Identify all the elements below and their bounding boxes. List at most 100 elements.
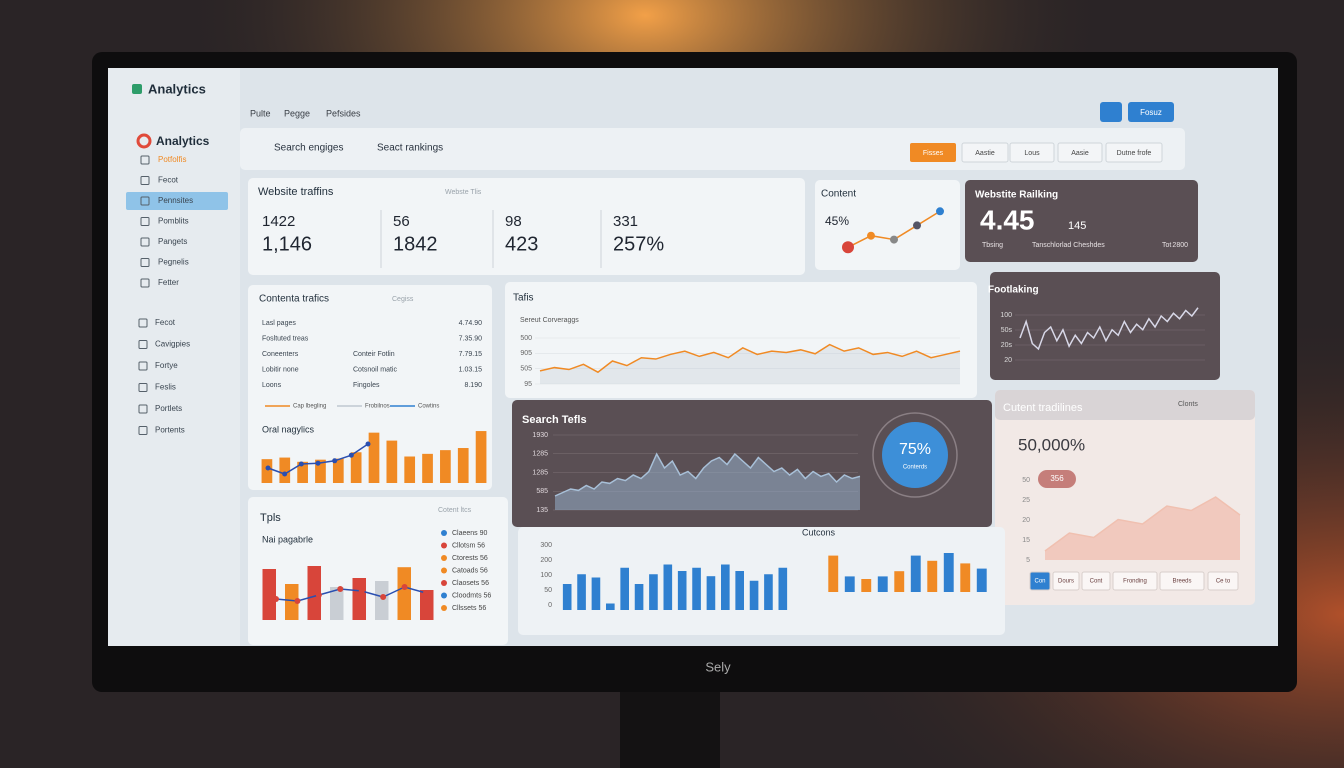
filter[interactable]: Webste Tlis	[445, 189, 482, 196]
icon-button[interactable]	[1100, 102, 1122, 122]
sidebar-item[interactable]: Fetter	[158, 278, 179, 287]
button[interactable]	[1081, 571, 1111, 591]
button-label[interactable]: Ce to	[1216, 579, 1231, 585]
sidebar-item[interactable]: Fortye	[155, 361, 178, 370]
button-label[interactable]: Breeds	[1172, 579, 1191, 585]
sidebar-item[interactable]: Pangets	[158, 237, 187, 246]
bar	[332, 458, 344, 483]
bar	[315, 459, 326, 483]
button-label[interactable]: Dours	[1058, 579, 1074, 585]
point	[401, 584, 408, 590]
icon	[140, 278, 150, 288]
button[interactable]	[910, 143, 956, 162]
button-label[interactable]: Con	[1034, 579, 1045, 585]
line	[554, 452, 861, 497]
table-cell: 1.03.15	[459, 366, 482, 373]
sidebar-item[interactable]: Feslis	[155, 383, 176, 392]
table-cell: Fingoles	[353, 382, 380, 389]
point	[348, 452, 354, 458]
icon	[138, 361, 148, 371]
nav-link[interactable]: Pegge	[284, 108, 310, 118]
axis-label: 100	[540, 572, 552, 579]
point	[890, 235, 898, 244]
sidebar-item[interactable]: Potfolfis	[158, 155, 186, 164]
button-label[interactable]: Aasie	[1071, 150, 1089, 157]
stat-label: 1422	[262, 213, 295, 230]
sidebar-item[interactable]: Cavigpies	[155, 340, 190, 349]
button[interactable]	[1207, 571, 1239, 591]
filter[interactable]: Cotent ltcs	[438, 507, 472, 514]
point	[315, 592, 322, 598]
rank-value: 4.45	[980, 204, 1035, 235]
point	[282, 471, 288, 477]
filter[interactable]: Cegiss	[392, 296, 414, 303]
account-button[interactable]	[1128, 102, 1174, 122]
button[interactable]	[1009, 142, 1055, 163]
bar	[307, 566, 321, 620]
badge	[1038, 470, 1076, 488]
button[interactable]	[1112, 571, 1158, 591]
card-title: Tafis	[513, 293, 534, 304]
icon	[138, 404, 148, 414]
nav-link[interactable]: Pulte	[250, 108, 271, 118]
icon	[138, 318, 148, 328]
tab-link[interactable]: Seact rankings	[377, 143, 443, 154]
sidebar-item[interactable]: Pennsites	[158, 196, 193, 205]
point	[423, 590, 429, 596]
search-field[interactable]: Search engiges	[274, 143, 344, 154]
icon	[140, 237, 150, 247]
axis-label: 585	[536, 488, 548, 495]
gauge-label: Conterds	[903, 465, 927, 471]
sidebar-item[interactable]: Portlets	[155, 404, 182, 413]
legend-label: Claosets 56	[452, 580, 489, 587]
point	[273, 596, 279, 602]
sidebar-item[interactable]: Portents	[155, 426, 185, 435]
legend-dot	[441, 567, 447, 574]
card	[248, 285, 492, 490]
button[interactable]	[1105, 142, 1163, 163]
legend-label: Catoads 56	[452, 567, 488, 574]
bar	[861, 579, 872, 592]
table-cell: Coneenters	[262, 351, 299, 358]
sidebar-item[interactable]: Pegnelis	[158, 258, 189, 267]
account-label[interactable]: Fosuz	[1140, 108, 1162, 117]
area	[1045, 497, 1240, 560]
button-label[interactable]: Fisses	[923, 150, 944, 157]
button[interactable]	[1052, 571, 1080, 591]
legend-dot	[441, 542, 447, 549]
bar	[368, 432, 380, 483]
stat-value: 50,000%	[1018, 435, 1085, 454]
sidebar-item[interactable]: Fecot	[155, 318, 176, 327]
bar	[976, 568, 987, 592]
button-label[interactable]: Cont	[1090, 579, 1103, 585]
card	[990, 272, 1220, 380]
sidebar-item[interactable]: Fecot	[158, 176, 179, 185]
button[interactable]	[1159, 571, 1205, 591]
line	[539, 343, 961, 374]
table-cell: Fosltuted treas	[262, 335, 309, 342]
sidebar-item[interactable]: Pomblits	[158, 217, 189, 226]
icon	[138, 340, 148, 349]
app-title: Analytics	[148, 81, 206, 96]
axis-label: 500	[520, 335, 532, 342]
button-label[interactable]: Fronding	[1123, 579, 1147, 585]
card-title: Content	[821, 189, 856, 200]
bar	[262, 569, 276, 620]
button[interactable]	[961, 142, 1009, 163]
card-subtitle: Sereut Corveraggs	[520, 317, 579, 324]
point	[337, 586, 344, 592]
stat-label: 56	[393, 213, 410, 230]
nav-link[interactable]: Pefsides	[326, 108, 361, 118]
card-title: Search Tefls	[522, 414, 587, 426]
button[interactable]	[1057, 142, 1103, 163]
sidebar	[108, 68, 240, 646]
button[interactable]	[1029, 571, 1051, 591]
filter[interactable]: Clonts	[1178, 401, 1198, 408]
button-label[interactable]: Aastie	[975, 150, 995, 157]
axis-label: 300	[540, 542, 552, 549]
legend-dot	[441, 555, 447, 561]
button-label[interactable]: Lous	[1024, 150, 1040, 157]
axis-label: 200	[540, 557, 552, 564]
button-label[interactable]: Dutne frofe	[1117, 150, 1152, 157]
